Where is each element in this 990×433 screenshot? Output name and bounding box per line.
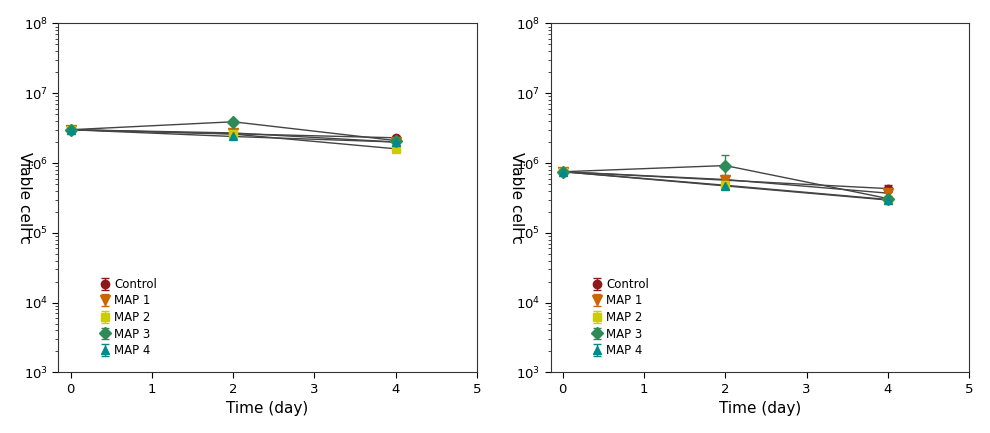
Legend: Control, MAP 1, MAP 2, MAP 3, MAP 4: Control, MAP 1, MAP 2, MAP 3, MAP 4 <box>98 275 159 359</box>
Y-axis label: Viable cell c: Viable cell c <box>509 152 524 244</box>
X-axis label: Time (day): Time (day) <box>719 401 801 417</box>
Legend: Control, MAP 1, MAP 2, MAP 3, MAP 4: Control, MAP 1, MAP 2, MAP 3, MAP 4 <box>590 275 651 359</box>
X-axis label: Time (day): Time (day) <box>227 401 309 417</box>
Y-axis label: Viable cell c: Viable cell c <box>17 152 32 244</box>
